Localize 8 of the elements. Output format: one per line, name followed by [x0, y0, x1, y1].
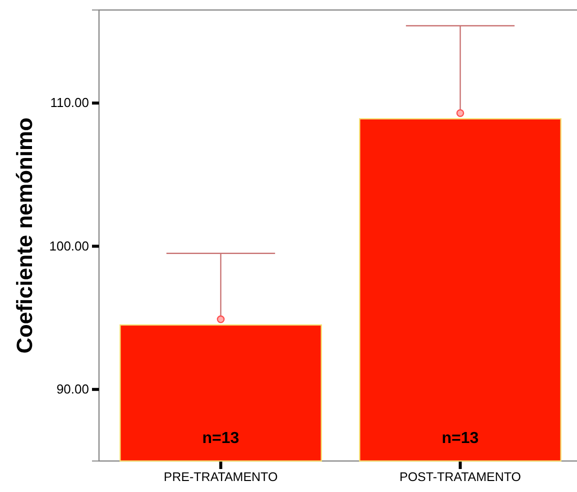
annotation: n=13 [442, 430, 479, 447]
annotation: n=13 [202, 430, 240, 447]
x-tick-label: POST-TRATAMENTO [399, 470, 522, 484]
y-tick-label: 110.00 [50, 95, 89, 110]
y-axis-title: Coeficiente nemónimo [12, 118, 37, 354]
y-tick-label: 100.00 [49, 238, 89, 254]
y-tick-label: 90.00 [56, 382, 89, 397]
x-tick-label: PRE-TRATAMENTO [164, 470, 278, 484]
